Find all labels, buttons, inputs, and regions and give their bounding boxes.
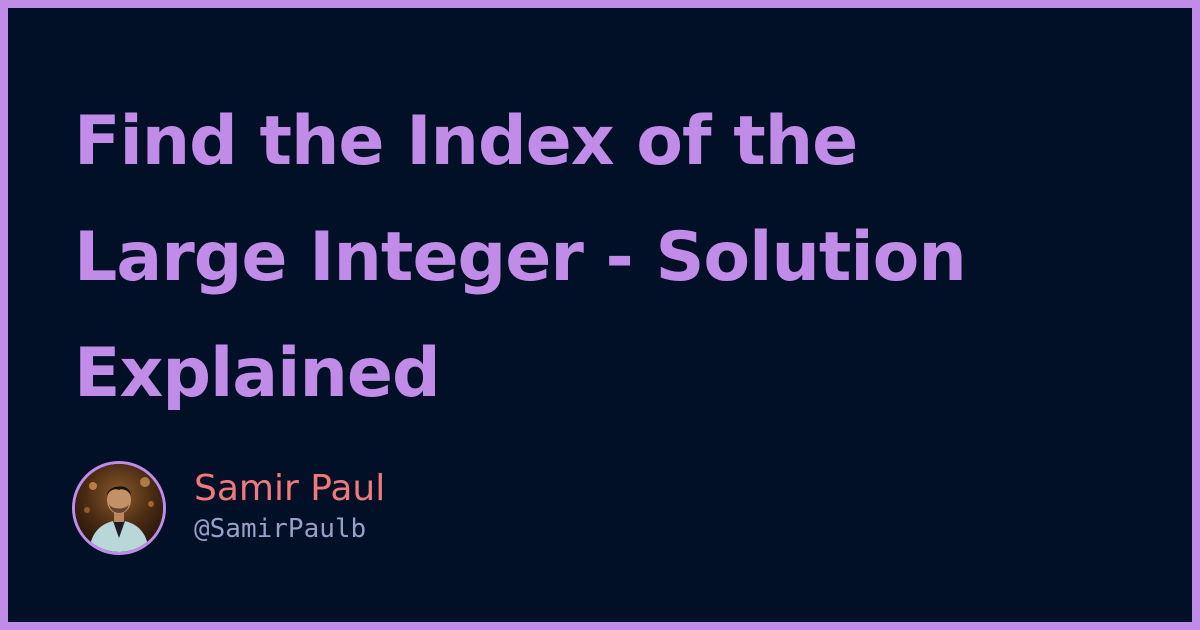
author-info: Samir Paul @SamirPaulb	[194, 468, 385, 548]
author-name: Samir Paul	[194, 468, 386, 509]
author-handle: @SamirPaulb	[194, 514, 367, 544]
social-card: Find the Index of the Large Integer - So…	[8, 8, 1192, 622]
title-line-1: Find the Index of the	[74, 102, 858, 181]
avatar	[72, 461, 166, 555]
author-block: Samir Paul @SamirPaulb	[72, 458, 385, 558]
title-line-2: Large Integer - Solution	[74, 218, 967, 297]
person-photo-avatar-icon	[75, 464, 163, 552]
title-line-3: Explained	[74, 334, 441, 413]
article-title: Find the Index of the Large Integer - So…	[74, 84, 1154, 432]
